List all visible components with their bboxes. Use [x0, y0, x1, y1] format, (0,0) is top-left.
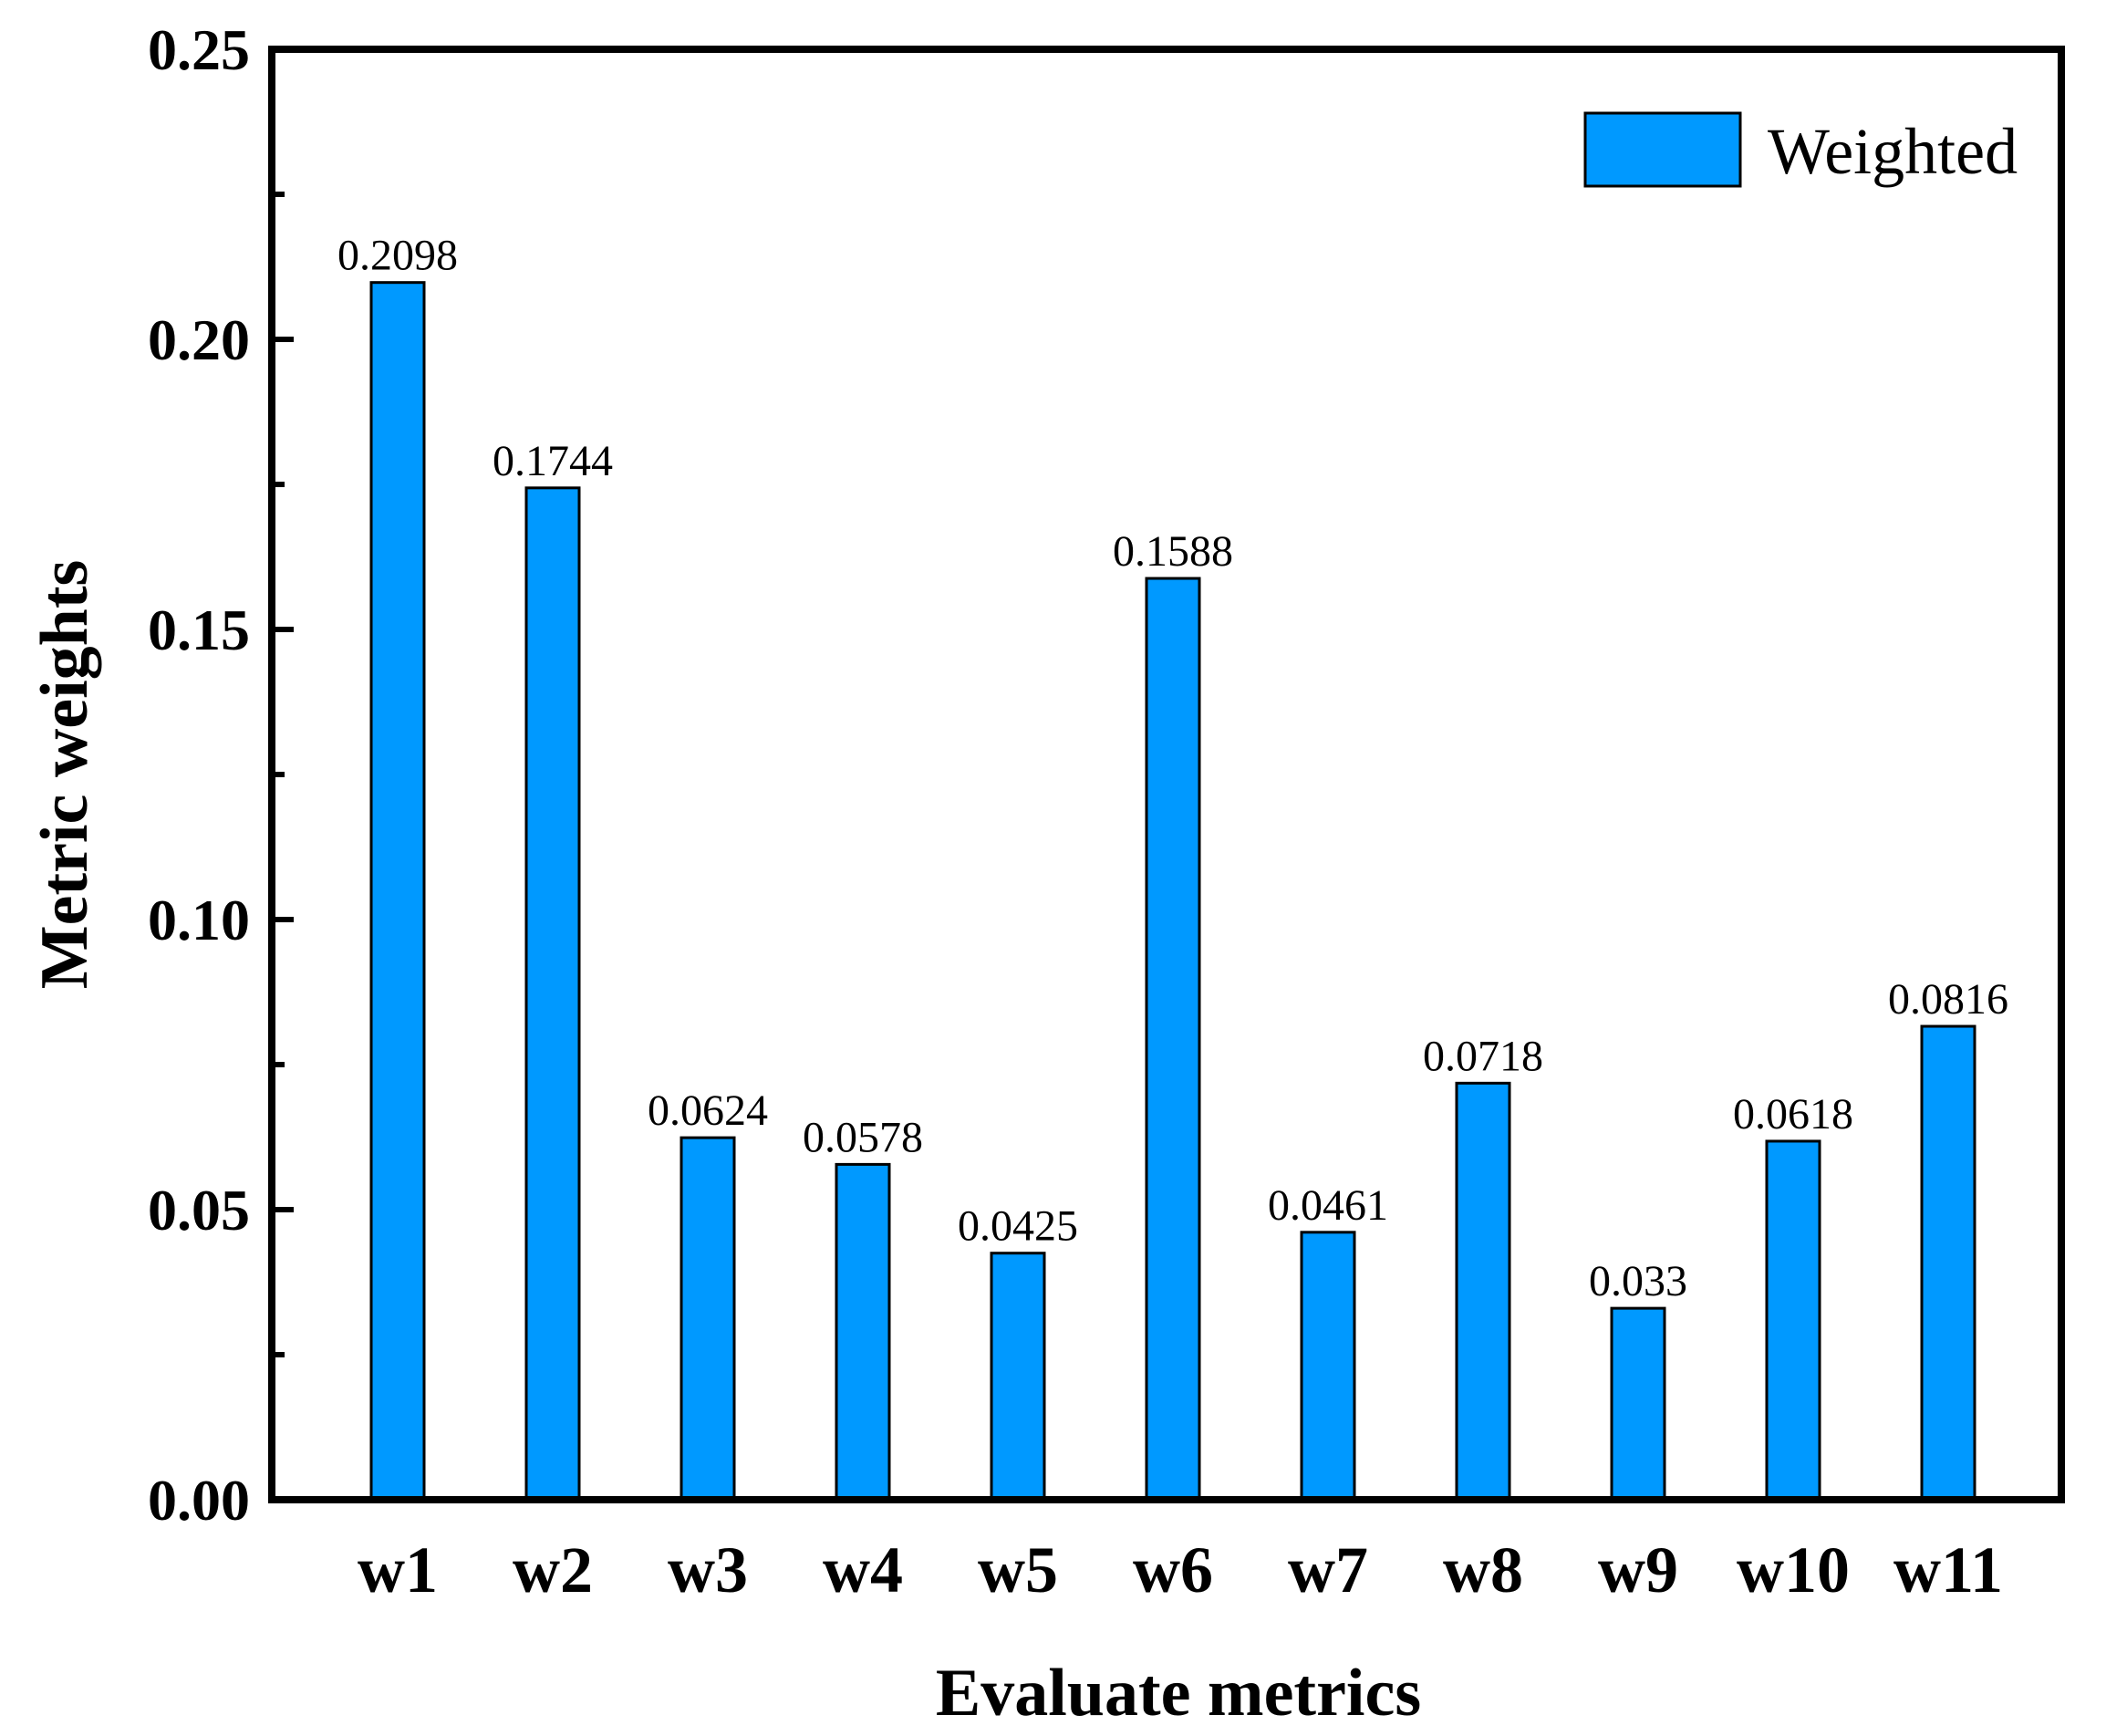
y-tick-label-0.00: 0.00	[148, 1468, 250, 1533]
value-label-w3: 0.0624	[648, 1086, 768, 1135]
x-tick-label-w11: w11	[1893, 1533, 2003, 1606]
legend-label: Weighted	[1768, 115, 2018, 188]
x-tick-label-w2: w2	[513, 1533, 593, 1606]
plot-frame	[268, 46, 2065, 1503]
y-tick-label-0.10: 0.10	[148, 888, 250, 952]
legend: Weighted	[1583, 111, 2018, 188]
bar-w9	[1610, 1306, 1666, 1502]
bar-w6	[1145, 577, 1201, 1502]
value-label-w11: 0.0816	[1888, 975, 2008, 1024]
x-tick-label-w1: w1	[358, 1533, 438, 1606]
y-tick-label-0.25: 0.25	[148, 17, 250, 82]
value-label-w1: 0.2098	[337, 232, 458, 280]
bar-w2	[524, 486, 581, 1502]
value-label-w7: 0.0461	[1268, 1181, 1388, 1230]
x-tick-label-w10: w10	[1737, 1533, 1850, 1606]
bar-w4	[835, 1162, 891, 1502]
y-tick-label-0.15: 0.15	[148, 598, 250, 662]
value-labels-group: 0.2098 0.1744 0.0624 0.0578 0.0425 0.1588 0.04…	[337, 232, 2008, 1305]
value-label-w10: 0.0618	[1733, 1090, 1853, 1138]
value-label-w5: 0.0425	[958, 1202, 1078, 1251]
value-label-w9: 0.033	[1589, 1257, 1687, 1305]
bar-w11	[1920, 1024, 1976, 1502]
bar-w3	[680, 1136, 736, 1502]
x-tick-label-w8: w8	[1443, 1533, 1523, 1606]
bar-w5	[990, 1252, 1046, 1502]
bar-w10	[1765, 1139, 1821, 1502]
y-axis-ticks: 0.00 0.05 0.10 0.15 0.20 0.25	[148, 17, 294, 1533]
legend-swatch	[1583, 111, 1742, 188]
value-label-w4: 0.0578	[803, 1113, 923, 1161]
bar-w1	[369, 281, 426, 1502]
bar-w8	[1455, 1081, 1511, 1502]
x-tick-label-w4: w4	[823, 1533, 903, 1606]
x-tick-label-w6: w6	[1133, 1533, 1213, 1606]
value-label-w2: 0.1744	[493, 437, 613, 485]
value-label-w8: 0.0718	[1423, 1032, 1543, 1080]
y-tick-label-0.05: 0.05	[148, 1178, 250, 1242]
y-tick-label-0.20: 0.20	[148, 307, 250, 372]
x-tick-label-w3: w3	[668, 1533, 748, 1606]
y-axis-title: Metric weights	[27, 560, 102, 990]
bar-w7	[1300, 1231, 1356, 1502]
x-tick-label-w5: w5	[978, 1533, 1058, 1606]
x-tick-label-w9: w9	[1598, 1533, 1678, 1606]
value-label-w6: 0.1588	[1113, 527, 1233, 576]
x-axis-tick-labels: w1 w2 w3 w4 w5 w6 w7 w8 w9 w10 w11	[358, 1533, 2003, 1606]
x-axis-title: Evaluate metrics	[936, 1656, 1421, 1731]
x-tick-label-w7: w7	[1288, 1533, 1368, 1606]
bars-group	[369, 281, 1976, 1502]
